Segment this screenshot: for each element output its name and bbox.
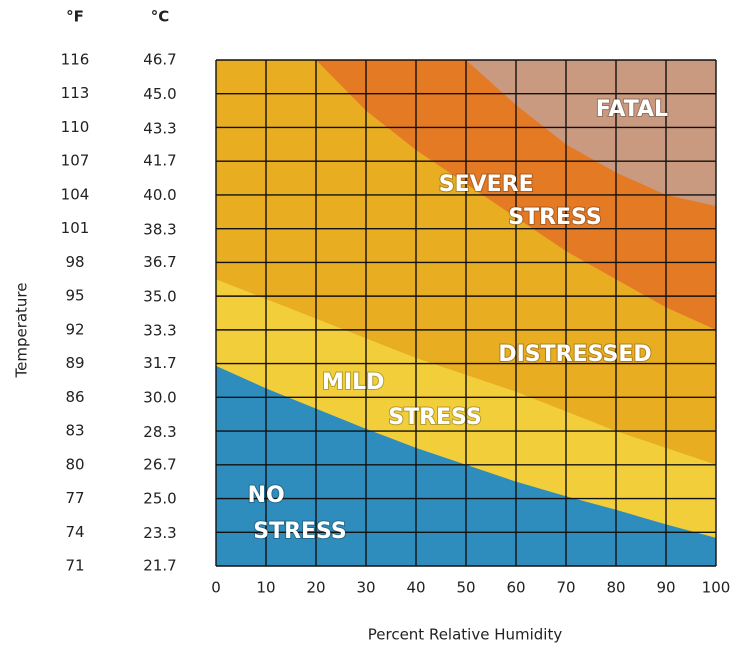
y2-tick-label: 43.3 — [143, 119, 176, 137]
y-tick-label: 113 — [61, 84, 90, 102]
x-tick-label: 70 — [556, 579, 575, 597]
y-unit: °F — [66, 8, 84, 26]
y2-tick-label: 26.7 — [143, 455, 176, 473]
y2-tick-label: 23.3 — [143, 524, 176, 542]
x-tick-label: 40 — [406, 579, 425, 597]
y-tick-label: 83 — [65, 422, 84, 440]
y2-tick-label: 45.0 — [143, 85, 176, 103]
y2-unit: °C — [151, 8, 170, 26]
y-tick-label: 107 — [61, 152, 90, 170]
y2-tick-label: 46.7 — [143, 51, 176, 69]
x-tick-label: 60 — [506, 579, 525, 597]
y2-tick-label: 31.7 — [143, 354, 176, 372]
y-axis-label: Temperature — [13, 282, 31, 378]
y2-tick-label: 36.7 — [143, 253, 176, 271]
y-tick-label: 74 — [65, 523, 84, 541]
y2-tick-label: 40.0 — [143, 186, 176, 204]
y-tick-label: 89 — [65, 354, 84, 372]
y2-tick-label: 21.7 — [143, 557, 176, 575]
x-axis-label: Percent Relative Humidity — [368, 626, 563, 644]
y-tick-label: 116 — [61, 51, 90, 69]
y-tick-label: 104 — [61, 185, 90, 203]
y2-tick-label: 25.0 — [143, 490, 176, 508]
zone-label: DISTRESSED — [498, 342, 651, 367]
y-tick-label: 95 — [65, 287, 84, 305]
x-tick-label: 50 — [456, 579, 475, 597]
y2-tick-label: 33.3 — [143, 322, 176, 340]
y-tick-label: 80 — [65, 455, 84, 473]
y-tick-label: 77 — [65, 489, 84, 507]
x-tick-label: 80 — [606, 579, 625, 597]
x-tick-label: 10 — [256, 579, 275, 597]
y-tick-label: 71 — [65, 557, 84, 575]
y-tick-label: 110 — [61, 118, 90, 136]
y-tick-label: 92 — [65, 320, 84, 338]
chart: °F °C Temperature Percent Relative Humid… — [0, 0, 737, 648]
y2-tick-label: 38.3 — [143, 221, 176, 239]
x-tick-label: 30 — [356, 579, 375, 597]
x-tick-label: 100 — [702, 579, 731, 597]
x-tick-label: 90 — [656, 579, 675, 597]
y-tick-label: 98 — [65, 253, 84, 271]
y-tick-label: 86 — [65, 388, 84, 406]
y2-tick-label: 35.0 — [143, 287, 176, 305]
x-tick-label: 20 — [306, 579, 325, 597]
x-tick-label: 0 — [211, 579, 221, 597]
y2-tick-label: 41.7 — [143, 152, 176, 170]
y-tick-label: 101 — [61, 219, 90, 237]
y2-tick-label: 28.3 — [143, 423, 176, 441]
y2-tick-label: 30.0 — [143, 389, 176, 407]
zone-label: FATAL — [596, 97, 668, 122]
